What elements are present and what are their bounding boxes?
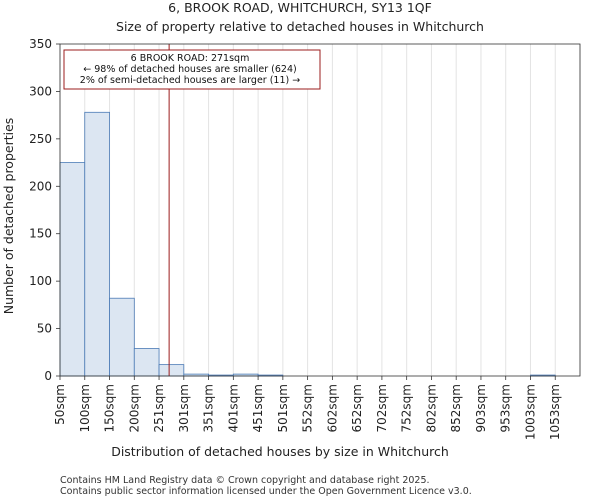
y-tick-label: 350 bbox=[29, 37, 52, 51]
x-axis-label: Distribution of detached houses by size … bbox=[111, 444, 449, 459]
chart-title: 6, BROOK ROAD, WHITCHURCH, SY13 1QF bbox=[168, 0, 432, 15]
bar-50sqm bbox=[59, 162, 86, 377]
bar-100sqm bbox=[84, 111, 110, 377]
y-tick-label: 300 bbox=[29, 84, 52, 98]
x-tick-label: 50sqm bbox=[53, 384, 67, 425]
y-tick-label: 0 bbox=[44, 369, 52, 383]
bars bbox=[59, 111, 556, 377]
x-tick-label: 752sqm bbox=[400, 384, 414, 432]
y-tick-label: 200 bbox=[29, 179, 52, 193]
x-tick-label: 501sqm bbox=[276, 384, 290, 432]
x-tick-label: 301sqm bbox=[177, 384, 191, 432]
chart-subtitle: Size of property relative to detached ho… bbox=[116, 19, 484, 34]
x-tick-label: 852sqm bbox=[449, 384, 463, 432]
y-tick-label: 150 bbox=[29, 227, 52, 241]
bar-150sqm bbox=[109, 297, 135, 377]
x-tick-label: 953sqm bbox=[499, 384, 513, 432]
x-tick-label: 251sqm bbox=[152, 384, 166, 432]
x-tick-label: 552sqm bbox=[301, 384, 315, 432]
y-tick-label: 250 bbox=[29, 132, 52, 146]
gridlines bbox=[59, 44, 581, 376]
x-tick-label: 802sqm bbox=[424, 384, 438, 432]
x-tick-label: 100sqm bbox=[78, 384, 92, 432]
x-tick-label: 652sqm bbox=[350, 384, 364, 432]
x-tick-label: 602sqm bbox=[325, 384, 339, 432]
x-tick-label: 401sqm bbox=[226, 384, 240, 432]
x-tick-label: 903sqm bbox=[474, 384, 488, 432]
annotation-line-1: 6 BROOK ROAD: 271sqm bbox=[131, 53, 250, 64]
bar-200sqm bbox=[133, 348, 160, 377]
x-axis-ticks: 50sqm 100sqm 150sqm 200sqm 251sqm 301sqm 351sq… bbox=[53, 376, 562, 440]
x-tick-label: 1053sqm bbox=[548, 384, 562, 440]
bar-251sqm bbox=[158, 364, 185, 377]
x-tick-label: 200sqm bbox=[127, 384, 141, 432]
footer-line-1: Contains HM Land Registry data © Crown c… bbox=[60, 475, 430, 486]
y-axis-label: Number of detached properties bbox=[1, 118, 16, 315]
y-tick-label: 100 bbox=[29, 274, 52, 288]
annotation-line-3: 2% of semi-detached houses are larger (1… bbox=[80, 75, 300, 86]
annotation-box: 6 BROOK ROAD: 271sqm ← 98% of detached h… bbox=[63, 49, 321, 90]
y-tick-label: 50 bbox=[37, 322, 52, 336]
x-tick-label: 702sqm bbox=[375, 384, 389, 432]
plot-frame bbox=[59, 43, 581, 377]
x-tick-label: 150sqm bbox=[103, 384, 117, 432]
annotation-line-2: ← 98% of detached houses are smaller (62… bbox=[83, 64, 296, 75]
x-tick-label: 451sqm bbox=[251, 384, 265, 432]
x-tick-label: 351sqm bbox=[202, 384, 216, 432]
y-axis-ticks: 0 50 100 150 200 250 300 350 bbox=[29, 37, 60, 383]
x-tick-label: 1003sqm bbox=[523, 384, 537, 440]
footer-line-2: Contains public sector information licen… bbox=[60, 486, 472, 497]
